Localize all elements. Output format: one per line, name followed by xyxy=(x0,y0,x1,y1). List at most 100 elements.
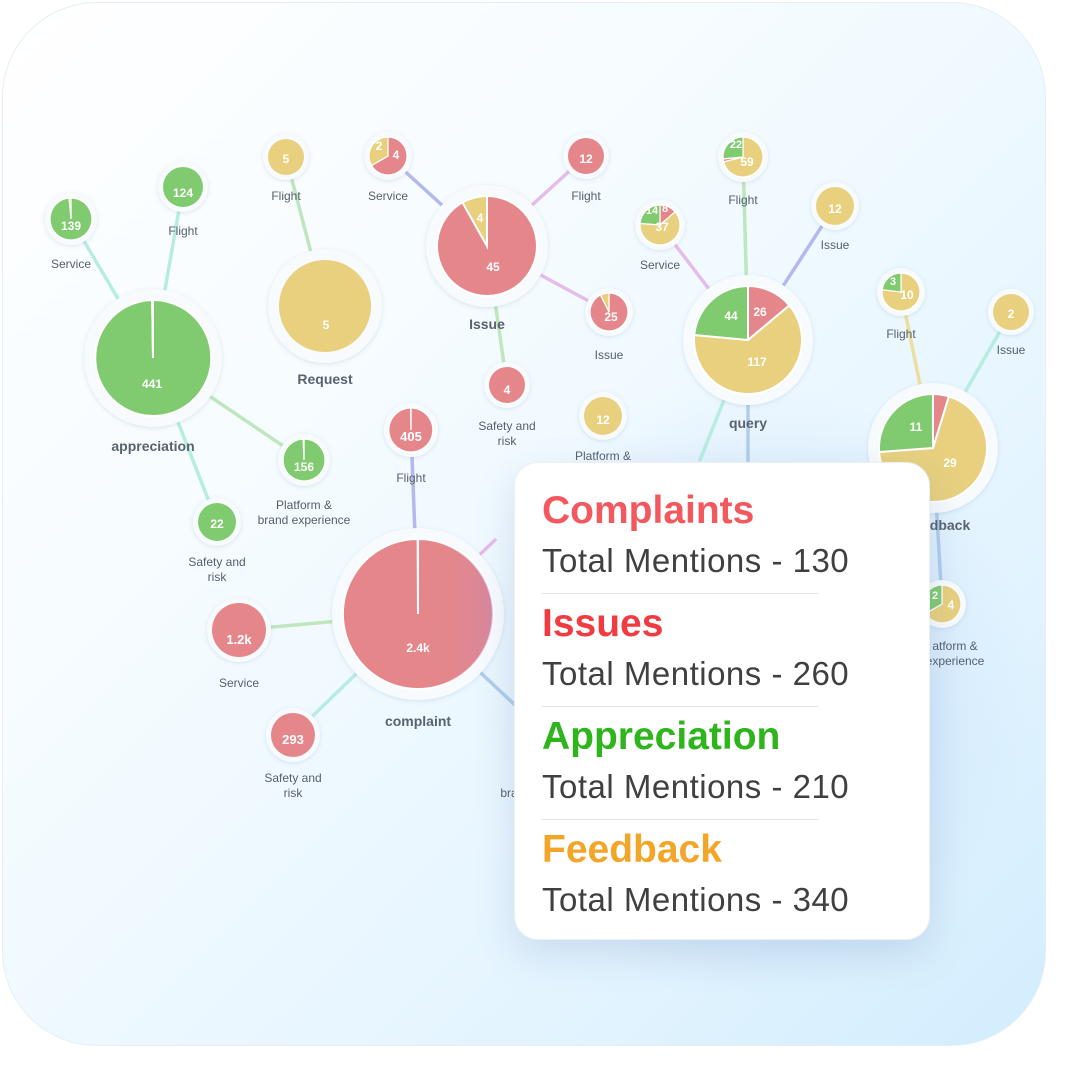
group-label-request: Request xyxy=(297,371,353,387)
leaf-name-label: atform & xyxy=(932,639,977,653)
leaf-value-label: 156 xyxy=(294,460,314,474)
group-value-label: 2.4k xyxy=(406,641,430,655)
leaf-value-label: 405 xyxy=(400,429,422,444)
leaf-value-label: 8 xyxy=(662,203,668,215)
graph-nodes xyxy=(45,132,1034,762)
pie-slice xyxy=(881,272,902,293)
pie-slice xyxy=(816,187,854,225)
leaf-name-label: risk xyxy=(284,786,304,800)
leaf-node xyxy=(266,708,320,762)
leaf-name-label: Service xyxy=(219,676,259,690)
leaf-name-label: Platform & xyxy=(575,449,631,463)
feedback-title: Feedback xyxy=(542,828,722,871)
leaf-value-label: 12 xyxy=(828,202,842,216)
divider xyxy=(542,819,818,820)
leaf-value-label: 37 xyxy=(655,220,669,234)
pie-shade xyxy=(343,539,493,689)
leaf-value-label: 59 xyxy=(740,155,754,169)
leaf-node xyxy=(563,133,609,179)
leaf-name-label: Flight xyxy=(886,327,916,341)
leaf-name-label: Flight xyxy=(168,224,198,238)
pie-slice xyxy=(271,713,315,757)
feedback-total: Total Mentions - 340 xyxy=(542,881,850,918)
summary-item-appreciation: Appreciation Total Mentions - 210 xyxy=(542,713,929,807)
group-value-label: 5 xyxy=(323,318,330,332)
complaints-title: Complaints xyxy=(542,489,755,532)
group-value-label: 29 xyxy=(943,456,957,470)
pie-slice xyxy=(302,438,305,461)
group-node-request xyxy=(268,249,382,363)
pie-slice xyxy=(268,139,304,175)
group-label-query: query xyxy=(729,415,767,431)
leaf-value-label: 4 xyxy=(393,148,400,162)
complaints-total: Total Mentions - 130 xyxy=(542,542,850,579)
leaf-node xyxy=(484,362,530,408)
leaf-name-label: risk xyxy=(208,570,228,584)
leaf-value-label: 293 xyxy=(282,732,304,747)
pie-slice xyxy=(599,292,610,313)
leaf-value-label: 4 xyxy=(948,598,955,612)
summary-card: Complaints Total Mentions - 130 Issues T… xyxy=(514,462,930,940)
appreciation-total: Total Mentions - 210 xyxy=(542,768,850,805)
leaf-name-label: Safety and xyxy=(188,555,245,569)
pie-slice xyxy=(461,194,488,250)
pie-slice xyxy=(212,603,266,657)
group-value-label: 45 xyxy=(486,260,500,274)
pie-slice xyxy=(163,167,203,207)
summary-item-issues: Issues Total Mentions - 260 xyxy=(542,600,929,694)
pie-slice xyxy=(693,303,803,395)
leaf-value-label: 2 xyxy=(932,590,938,602)
group-value-label: 4 xyxy=(477,211,484,225)
leaf-name-label: risk xyxy=(498,434,518,448)
leaf-node xyxy=(988,289,1034,335)
pie-slice xyxy=(198,503,236,541)
leaf-value-label: 1.2k xyxy=(226,632,252,647)
pie-slice xyxy=(639,210,681,246)
summary-item-complaints: Complaints Total Mentions - 130 xyxy=(542,487,929,581)
leaf-node xyxy=(278,434,330,486)
pie-slice xyxy=(68,197,72,220)
leaf-value-label: 2 xyxy=(376,139,383,153)
leaf-value-label: 22 xyxy=(210,517,224,531)
divider xyxy=(542,706,818,707)
leaf-name-label: Service xyxy=(640,258,680,272)
leaf-name-label: Service xyxy=(51,257,91,271)
pie-slice xyxy=(368,136,389,167)
leaf-value-label: 12 xyxy=(579,152,593,166)
leaf-name-label: bra xyxy=(500,786,518,800)
leaf-node xyxy=(384,403,438,457)
leaf-value-label: 3 xyxy=(890,276,896,288)
appreciation-title: Appreciation xyxy=(542,715,781,758)
leaf-node xyxy=(193,498,241,546)
leaf-value-label: 4 xyxy=(504,383,511,397)
graph-labels: appreciation Request Issue query dback compla… xyxy=(51,139,1026,800)
leaf-node xyxy=(635,200,685,250)
pie-slice xyxy=(639,204,661,226)
leaf-node xyxy=(45,193,97,245)
group-label-complaint: complaint xyxy=(385,713,451,729)
leaf-value-label: 25 xyxy=(604,310,618,324)
leaf-value-label: 14 xyxy=(646,205,659,217)
leaf-name-label: experience xyxy=(926,654,985,668)
pie-slice xyxy=(722,136,744,160)
group-label-appreciation: appreciation xyxy=(111,438,194,454)
leaf-name-label: Safety and xyxy=(264,771,321,785)
group-node-query xyxy=(683,275,813,405)
leaf-value-label: 2 xyxy=(1008,307,1015,321)
summary-item-feedback: Feedback Total Mentions - 340 xyxy=(542,826,929,920)
pie-slice xyxy=(924,584,962,624)
leaf-node xyxy=(263,134,309,180)
leaf-value-label: 139 xyxy=(61,219,81,233)
leaf-name-label: Service xyxy=(368,189,408,203)
group-node-complaint xyxy=(332,528,504,700)
pie-slice xyxy=(568,138,604,174)
group-node-issue xyxy=(426,185,548,307)
leaf-name-label: Issue xyxy=(997,343,1026,357)
leaf-value-label: 22 xyxy=(730,139,742,151)
leaf-name-label: Flight xyxy=(728,193,758,207)
leaf-node xyxy=(877,268,925,316)
pie-slice xyxy=(584,397,622,435)
pie-slice xyxy=(881,272,921,312)
leaf-name-label: brand experience xyxy=(258,513,351,527)
